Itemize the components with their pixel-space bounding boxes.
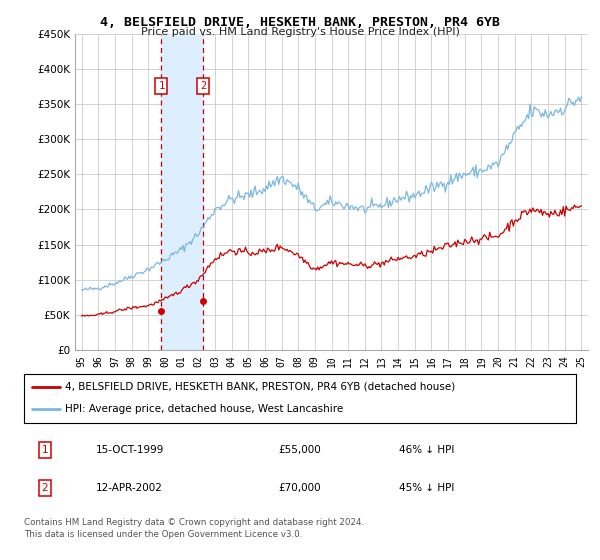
Bar — [161, 34, 203, 350]
Text: Contains HM Land Registry data © Crown copyright and database right 2024.
This d: Contains HM Land Registry data © Crown c… — [24, 518, 364, 539]
Text: £55,000: £55,000 — [278, 445, 320, 455]
Text: 1: 1 — [158, 81, 164, 91]
Text: £70,000: £70,000 — [278, 483, 320, 493]
Text: 1: 1 — [41, 445, 48, 455]
Text: 2: 2 — [41, 483, 48, 493]
Text: 15-OCT-1999: 15-OCT-1999 — [96, 445, 164, 455]
Text: HPI: Average price, detached house, West Lancashire: HPI: Average price, detached house, West… — [65, 404, 344, 414]
Text: 2: 2 — [200, 81, 206, 91]
Text: 4, BELSFIELD DRIVE, HESKETH BANK, PRESTON, PR4 6YB: 4, BELSFIELD DRIVE, HESKETH BANK, PRESTO… — [100, 16, 500, 29]
Text: Price paid vs. HM Land Registry's House Price Index (HPI): Price paid vs. HM Land Registry's House … — [140, 27, 460, 37]
Text: 46% ↓ HPI: 46% ↓ HPI — [400, 445, 455, 455]
Text: 12-APR-2002: 12-APR-2002 — [96, 483, 163, 493]
Text: 4, BELSFIELD DRIVE, HESKETH BANK, PRESTON, PR4 6YB (detached house): 4, BELSFIELD DRIVE, HESKETH BANK, PRESTO… — [65, 382, 455, 392]
Text: 45% ↓ HPI: 45% ↓ HPI — [400, 483, 455, 493]
